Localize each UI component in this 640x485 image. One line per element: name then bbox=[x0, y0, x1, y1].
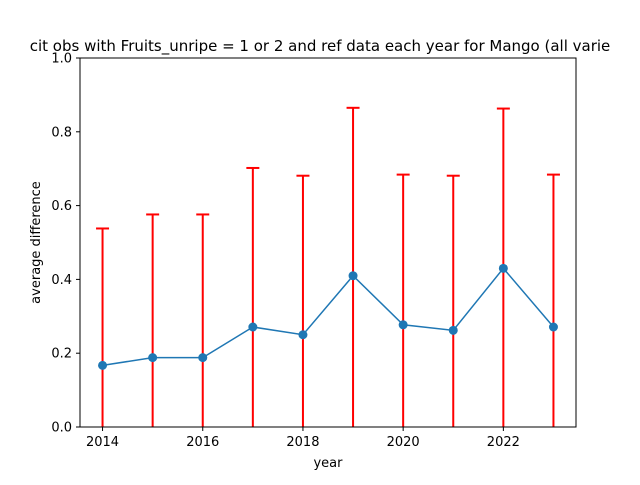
y-tick-label: 0.0 bbox=[51, 421, 72, 436]
series-line bbox=[102, 267, 555, 367]
data-point bbox=[98, 360, 108, 370]
data-point bbox=[448, 325, 458, 335]
x-axis-label: year bbox=[313, 456, 343, 471]
data-point bbox=[298, 330, 308, 340]
data-point bbox=[548, 322, 558, 332]
x-tick-label: 2016 bbox=[186, 435, 219, 450]
x-tick-label: 2022 bbox=[487, 435, 520, 450]
data-point bbox=[498, 263, 508, 273]
x-tick-label: 2020 bbox=[387, 435, 420, 450]
y-tick-label: 0.2 bbox=[51, 347, 72, 362]
data-point bbox=[398, 320, 408, 330]
data-point bbox=[348, 271, 358, 281]
x-tick-label: 2014 bbox=[86, 435, 119, 450]
y-tick-label: 0.6 bbox=[51, 199, 72, 214]
data-point bbox=[248, 322, 258, 332]
x-tick-label: 2018 bbox=[286, 435, 319, 450]
y-tick-label: 0.4 bbox=[51, 273, 72, 288]
plot-frame bbox=[79, 57, 577, 428]
y-tick-label: 1.0 bbox=[51, 52, 72, 67]
data-point bbox=[148, 353, 158, 363]
y-axis-label: average difference bbox=[29, 181, 44, 304]
plot-area: 2014 2016 2018 2020 2022 0.0 0.2 0.4 0.6 0.8 1.0 bbox=[51, 52, 560, 450]
y-tick-label: 0.8 bbox=[51, 125, 72, 140]
data-point bbox=[198, 353, 208, 363]
chart-title: cit obs with Fruits_unripe = 1 or 2 and … bbox=[30, 37, 611, 56]
